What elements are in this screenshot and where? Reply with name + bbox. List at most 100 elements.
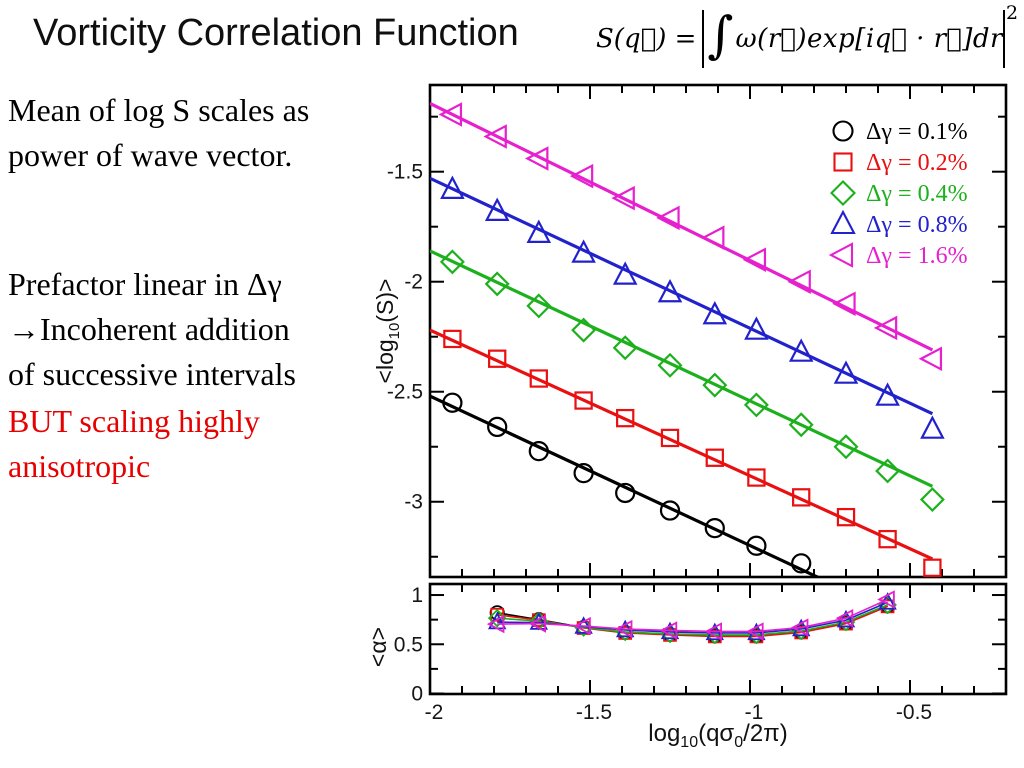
triangle-left-marker	[659, 621, 678, 640]
series-circle	[430, 392, 820, 577]
triangle-left-marker	[528, 614, 546, 633]
xtick-label: -1.5	[576, 701, 612, 724]
text-paragraph-1: Mean of log S scales as power of wave ve…	[8, 92, 310, 173]
triangle-left-marker	[701, 225, 725, 250]
triangle-left-marker	[790, 618, 809, 637]
xtick-label: -0.5	[896, 701, 932, 724]
diamond-marker	[830, 180, 856, 206]
diamond-marker	[526, 293, 552, 319]
square-marker	[705, 448, 724, 467]
triangle-up-marker	[875, 382, 900, 406]
square-marker	[616, 408, 635, 428]
square-marker	[747, 468, 766, 487]
triangle-left-marker	[614, 619, 633, 639]
square-marker	[660, 428, 680, 448]
alpha-ytick-label: 0.5	[394, 633, 423, 656]
diamond-marker	[788, 412, 814, 438]
fit-line	[430, 328, 934, 561]
circle-marker	[791, 553, 812, 574]
circle-marker	[746, 535, 767, 556]
page-title: Vorticity Correlation Function	[33, 12, 519, 54]
abs-bar-left-icon	[702, 10, 705, 68]
triangle-left-marker	[573, 616, 591, 636]
alpha-series-triangle-up	[488, 592, 897, 641]
triangle-left-marker	[918, 346, 943, 371]
triangle-up-marker	[612, 261, 638, 285]
y-axis-label-alpha: <α>	[365, 627, 391, 667]
x-axis-label: log10(qσ0/2π)	[648, 720, 787, 751]
triangle-left-marker	[746, 622, 764, 641]
circle-marker	[573, 463, 594, 484]
diamond-marker	[702, 372, 728, 398]
alpha-series-triangle-left	[486, 590, 895, 641]
main-ytick-label: -2.5	[387, 381, 423, 404]
series-triangle-left	[430, 102, 943, 371]
fit-line	[430, 176, 934, 416]
legend-label: Δγ = 0.1%	[866, 119, 968, 145]
alpha-line	[497, 601, 888, 634]
triangle-left-marker	[742, 247, 767, 272]
diamond-marker	[919, 487, 945, 513]
square-marker	[836, 507, 856, 527]
triangle-left-marker	[835, 608, 854, 628]
fit-line	[430, 102, 934, 352]
legend-label: Δγ = 0.4%	[866, 181, 968, 207]
diamond-marker	[484, 271, 510, 297]
alpha-line	[497, 598, 888, 633]
triangle-up-marker	[830, 209, 856, 235]
series-square	[430, 328, 942, 577]
fit-line	[430, 394, 820, 577]
square-marker	[923, 558, 942, 577]
integral-icon: ∫	[707, 6, 734, 64]
square-marker	[443, 329, 462, 349]
triangle-left-marker	[873, 315, 898, 341]
triangle-up-marker	[440, 175, 465, 199]
triangle-left-marker	[486, 614, 505, 634]
equation-lhs: S(q⃗) =	[596, 24, 697, 54]
circle-marker	[487, 416, 508, 438]
main-ytick-label: -2	[404, 271, 423, 294]
triangle-up-marker	[484, 197, 510, 221]
diamond-marker	[657, 352, 683, 378]
triangle-left-marker	[832, 291, 856, 316]
triangle-left-marker	[611, 185, 635, 211]
text-paragraph-3: BUT scaling highly anisotropic	[8, 403, 260, 484]
fit-line	[430, 249, 934, 488]
tick-labels: -1.5 -2 -2.5 -3 0 0.5 1 -2 -1.5 -1 -0.5	[387, 161, 932, 724]
xtick-label: -2	[425, 701, 444, 724]
triangle-up-marker	[833, 360, 859, 384]
triangle-left-marker	[483, 124, 507, 149]
triangle-up-marker	[702, 300, 728, 325]
diamond-marker	[571, 317, 597, 343]
series-triangle-up	[430, 175, 945, 439]
triangle-up-marker	[920, 415, 945, 439]
legend-label: Δγ = 0.8%	[866, 212, 968, 238]
circle-marker	[704, 518, 725, 539]
square-marker	[833, 152, 853, 172]
legend-label: Δγ = 0.2%	[866, 150, 968, 176]
triangle-left-marker	[525, 146, 549, 171]
diamond-marker	[439, 249, 465, 275]
circle-marker	[442, 392, 463, 413]
triangle-up-marker	[744, 316, 769, 340]
text-paragraph-2: Prefactor linear in Δγ →Incoherent addit…	[8, 266, 296, 392]
main-ytick-label: -3	[404, 491, 423, 514]
triangle-up-marker	[526, 219, 552, 243]
main-ytick-label: -1.5	[387, 161, 423, 184]
square-marker	[792, 488, 811, 507]
triangle-up-marker	[657, 278, 683, 303]
diamond-marker	[875, 458, 901, 484]
equation-exponent: 2	[1005, 2, 1019, 24]
diamond-marker	[743, 392, 769, 418]
circle-marker	[832, 120, 854, 142]
triangle-left-marker	[438, 102, 463, 127]
triangle-left-marker	[787, 269, 811, 294]
circle-marker	[528, 441, 549, 462]
triangle-left-marker	[656, 205, 680, 231]
legend: Δγ = 0.1% Δγ = 0.2% Δγ = 0.4% Δγ = 0.8% Δγ =…	[828, 119, 968, 269]
triangle-left-marker	[569, 163, 594, 189]
abs-bar-right-icon	[1002, 10, 1005, 68]
circle-marker	[659, 500, 681, 521]
